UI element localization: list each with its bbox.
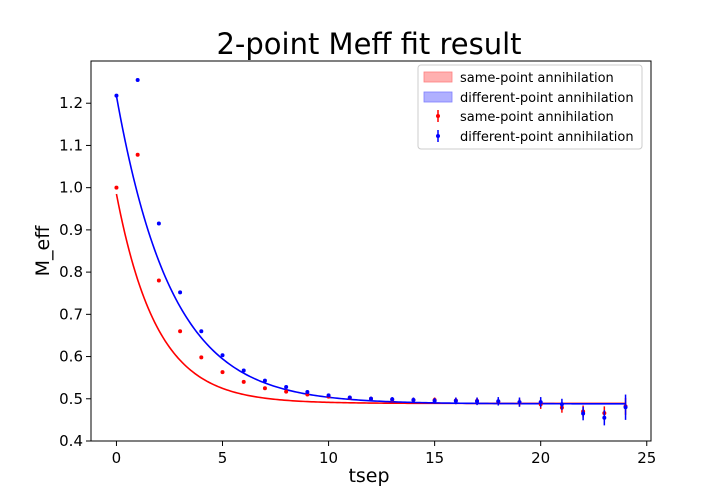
legend-label-same-point-points: same-point annihilation: [460, 110, 614, 125]
data-point-different-point: [602, 415, 607, 420]
legend-swatch-different-point-band: [423, 91, 453, 103]
y-tick-label: 0.8: [59, 263, 83, 281]
data-point-different-point: [262, 378, 267, 383]
data-point-different-point: [390, 397, 395, 402]
y-tick-label: 0.9: [59, 221, 83, 239]
data-point-different-point: [156, 221, 161, 226]
data-point-different-point: [432, 398, 437, 403]
data-point-different-point: [475, 399, 480, 404]
data-point-different-point: [220, 353, 225, 358]
x-tick-label: 0: [112, 449, 122, 467]
x-tick-label: 20: [531, 449, 550, 467]
data-point-same-point: [178, 329, 183, 334]
x-axis-label: tsep: [348, 465, 389, 487]
y-tick-label: 0.6: [59, 348, 83, 366]
data-point-same-point: [114, 185, 119, 190]
axis-ticks: 0 5 10 15 20 25 0.4 0.5 0.6 0.7 0.8 0.9 1.0 1.1 1.2: [59, 94, 656, 467]
data-point-different-point: [114, 93, 119, 98]
legend-swatch-same-point-band: [423, 71, 453, 83]
data-point-same-point: [199, 355, 204, 360]
data-point-same-point: [156, 278, 161, 283]
legend: same-point annihilation different-point …: [417, 64, 643, 150]
legend-label-same-point-band: same-point annihilation: [460, 71, 614, 86]
data-point-different-point: [199, 329, 204, 334]
y-tick-label: 1.0: [59, 179, 83, 197]
data-point-different-point: [453, 398, 458, 403]
x-tick-label: 10: [319, 449, 338, 467]
data-point-different-point: [347, 395, 352, 400]
data-point-different-point: [581, 411, 586, 416]
data-point-different-point: [623, 405, 628, 410]
data-point-same-point: [284, 389, 289, 394]
legend-frame: [417, 64, 643, 150]
data-point-different-point: [284, 384, 289, 389]
axes-frame: [90, 60, 652, 442]
y-tick-label: 1.2: [59, 94, 83, 112]
y-axis-label: M_eff: [32, 225, 54, 277]
data-point-different-point: [241, 368, 246, 373]
y-tick-label: 1.1: [59, 136, 83, 154]
data-point-same-point: [220, 370, 225, 375]
legend-label-different-point-band: different-point annihilation: [460, 91, 634, 106]
data-point-same-point: [262, 386, 267, 391]
y-tick-label: 0.4: [59, 432, 83, 450]
legend-marker-same-point: [436, 114, 440, 118]
data-point-same-point: [241, 379, 246, 384]
data-point-different-point: [326, 393, 331, 398]
data-point-different-point: [411, 398, 416, 403]
x-tick-label: 5: [218, 449, 228, 467]
chart-title: 2-point Meff fit result: [216, 27, 521, 61]
data-point-different-point: [178, 290, 183, 295]
y-tick-label: 0.5: [59, 390, 83, 408]
data-point-different-point: [496, 399, 501, 404]
x-tick-label: 25: [637, 449, 656, 467]
data-point-different-point: [135, 78, 140, 82]
legend-label-different-point-points: different-point annihilation: [460, 130, 634, 145]
data-point-different-point: [305, 390, 310, 395]
legend-marker-different-point: [436, 134, 440, 138]
x-tick-label: 15: [425, 449, 444, 467]
plot-area: [114, 78, 628, 426]
y-tick-label: 0.7: [59, 305, 83, 323]
data-point-different-point: [517, 400, 522, 405]
data-point-different-point: [559, 402, 564, 407]
data-point-different-point: [538, 400, 543, 405]
data-point-same-point: [135, 152, 140, 157]
data-point-different-point: [369, 396, 373, 401]
